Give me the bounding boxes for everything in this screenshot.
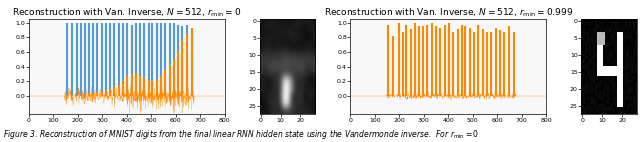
Title: Reconstruction with Van. Inverse, $N = 512$, $r_{\min} = 0$: Reconstruction with Van. Inverse, $N = 5… [12, 7, 241, 19]
Title: Reconstruction with Van. Inverse, $N = 512$, $r_{\min} = 0.999$: Reconstruction with Van. Inverse, $N = 5… [324, 7, 573, 19]
Text: Figure 3. Reconstruction of MNIST digits from the final linear RNN hidden state : Figure 3. Reconstruction of MNIST digits… [3, 128, 479, 141]
